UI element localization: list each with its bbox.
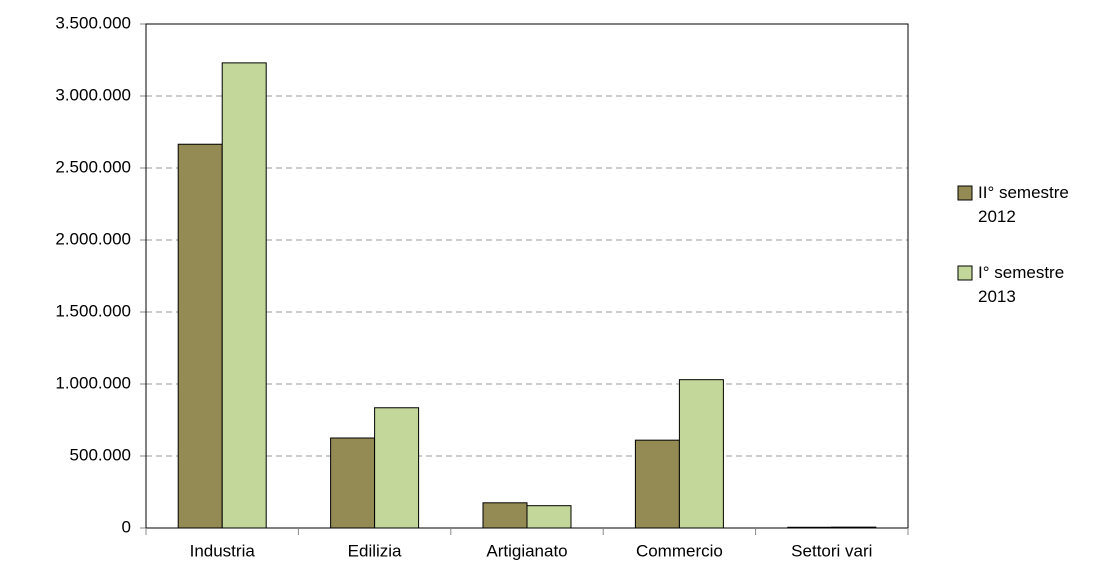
bar <box>831 526 877 529</box>
x-tick-label: Settori vari <box>791 541 872 560</box>
bar <box>787 526 833 529</box>
y-tick-label: 1.500.000 <box>55 301 131 320</box>
y-tick-label: 3.000.000 <box>55 85 131 104</box>
x-tick-label: Industria <box>190 541 256 560</box>
legend-label: II° semestre 2012 <box>978 183 1069 226</box>
x-tick-label: Edilizia <box>348 541 402 560</box>
x-tick-label: Artigianato <box>486 541 567 560</box>
bar <box>634 439 680 529</box>
bar <box>482 502 528 529</box>
bar <box>374 407 420 529</box>
y-tick-label: 0 <box>122 517 131 536</box>
y-tick-label: 500.000 <box>70 445 131 464</box>
x-tick-label: Commercio <box>636 541 723 560</box>
bar <box>330 437 376 529</box>
bar <box>177 143 223 529</box>
y-tick-label: 2.500.000 <box>55 157 131 176</box>
legend-label: I° semestre 2013 <box>978 263 1065 306</box>
legend-swatch <box>957 185 973 201</box>
bar <box>221 62 267 529</box>
y-tick-label: 3.500.000 <box>55 13 131 32</box>
y-tick-label: 2.000.000 <box>55 229 131 248</box>
y-tick-label: 1.000.000 <box>55 373 131 392</box>
bar <box>678 379 724 529</box>
bar <box>526 505 572 529</box>
legend-swatch <box>957 265 973 281</box>
